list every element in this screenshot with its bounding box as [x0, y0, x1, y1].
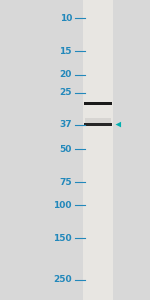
Bar — [84, 118, 111, 124]
Text: 50: 50 — [60, 145, 72, 154]
Text: 150: 150 — [53, 234, 72, 243]
Text: 20: 20 — [60, 70, 72, 79]
Bar — [84, 123, 111, 126]
Text: 10: 10 — [60, 14, 72, 22]
Text: 100: 100 — [54, 201, 72, 210]
Text: 75: 75 — [59, 178, 72, 187]
Bar — [82, 0, 112, 300]
Text: 37: 37 — [59, 120, 72, 129]
Text: 250: 250 — [53, 275, 72, 284]
Text: 15: 15 — [60, 46, 72, 56]
Bar — [84, 102, 111, 105]
Text: 25: 25 — [60, 88, 72, 97]
